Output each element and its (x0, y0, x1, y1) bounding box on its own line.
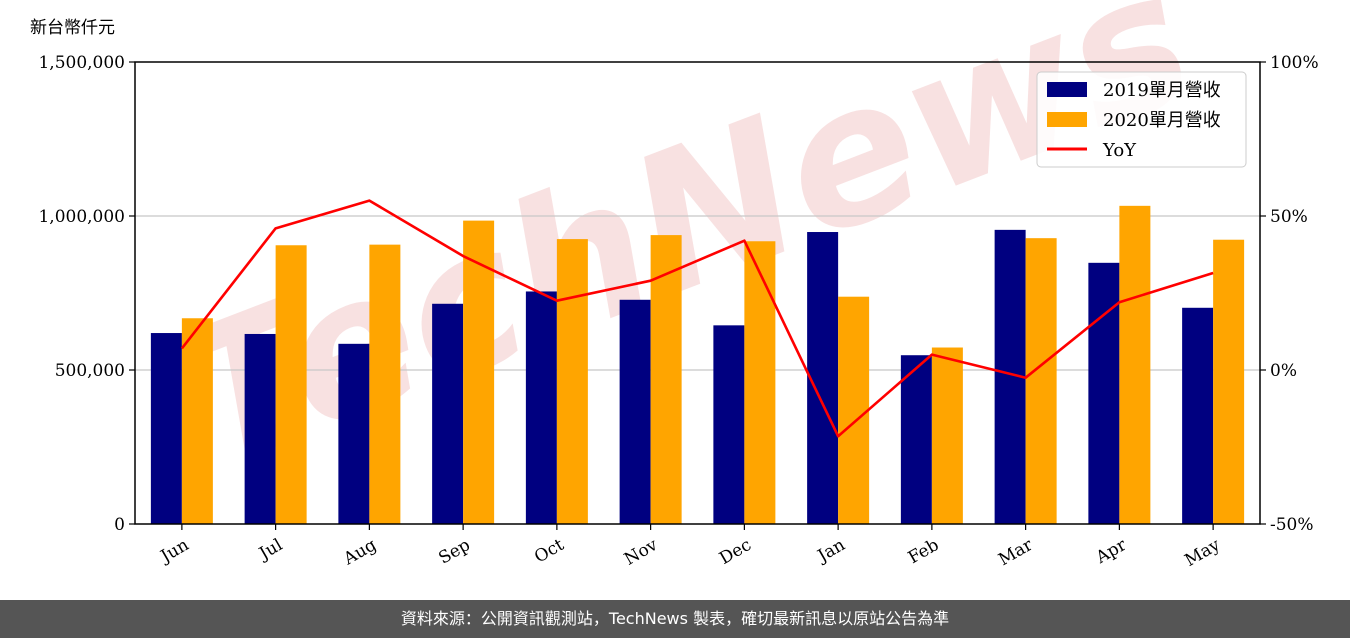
legend-label-1: 2020單月營收 (1103, 110, 1221, 131)
legend-frame (1036, 71, 1247, 168)
bar-0-aug (338, 343, 370, 524)
yoy-line (180, 199, 1214, 438)
bar-1-mar (1025, 238, 1057, 524)
plot-frame (134, 61, 1261, 525)
y-axis-right: -50% 0% 50% 100% (1260, 53, 1319, 535)
x-tick-label-dec: Dec (716, 535, 755, 569)
bar-0-apr (1088, 262, 1120, 524)
bar-1-oct (556, 239, 588, 524)
x-tick-label-nov: Nov (621, 535, 661, 570)
bar-1-jan (838, 296, 870, 524)
x-tick-label-aug: Aug (339, 535, 380, 570)
grid-lines (135, 215, 1260, 371)
x-tick-label-jul: Jul (254, 535, 286, 565)
y-tick-label: 0 (114, 515, 125, 535)
y-tick-label: 1,500,000 (38, 53, 125, 73)
x-tick-label-may: May (1181, 535, 1224, 571)
bar-0-may (1182, 307, 1214, 524)
bar-1-feb (931, 347, 963, 524)
y-tick-label: 500,000 (55, 361, 125, 381)
y2-tick-label: -50% (1270, 515, 1314, 535)
bar-0-oct (525, 291, 557, 524)
x-tick-label-feb: Feb (905, 535, 943, 568)
x-tick-label-mar: Mar (995, 535, 1037, 571)
y-axis-left: 0 500,000 1,000,000 1,500,000 (38, 53, 135, 535)
x-tick-label-jan: Jan (813, 535, 849, 567)
bar-1-sep (463, 220, 495, 524)
bar-1-aug (369, 244, 401, 525)
x-tick-label-oct: Oct (531, 535, 567, 568)
x-tick-label-apr: Apr (1092, 535, 1131, 569)
y2-tick-label: 100% (1270, 53, 1319, 73)
bar-0-sep (432, 303, 464, 524)
legend-label-2: YoY (1102, 140, 1137, 161)
source-footer: 資料來源：公開資訊觀測站，TechNews 製表，確切最新訊息以原站公告為準 (0, 600, 1350, 638)
bar-series (150, 205, 1245, 525)
x-tick-label-jun: Jun (156, 535, 193, 568)
yoy-line-series (180, 199, 1214, 438)
x-axis: Jun Jul Aug Sep Oct Nov Dec Jan Feb Mar Apr May (156, 524, 1224, 571)
y-tick-label: 1,000,000 (38, 207, 125, 227)
y2-tick-label: 50% (1270, 207, 1308, 227)
bar-1-jun (181, 318, 213, 524)
bar-0-jun (150, 333, 182, 524)
bar-0-nov (619, 299, 651, 524)
legend-swatch-1 (1047, 112, 1087, 127)
legend: 2019單月營收 2020單月營收 YoY (1036, 71, 1247, 168)
bar-0-feb (900, 355, 932, 524)
legend-label-0: 2019單月營收 (1103, 80, 1221, 101)
x-tick-label-sep: Sep (435, 535, 473, 569)
y2-tick-label: 0% (1270, 361, 1297, 381)
bar-1-apr (1119, 205, 1151, 524)
bar-1-nov (650, 235, 682, 524)
bar-0-jan (807, 232, 839, 525)
bar-0-dec (713, 325, 745, 524)
bar-1-jul (275, 245, 307, 524)
bar-1-dec (744, 241, 776, 525)
bar-1-may (1213, 239, 1245, 524)
bar-0-jul (244, 333, 276, 524)
legend-swatch-0 (1047, 82, 1087, 97)
y-axis-unit-label: 新台幣仟元 (30, 18, 115, 38)
